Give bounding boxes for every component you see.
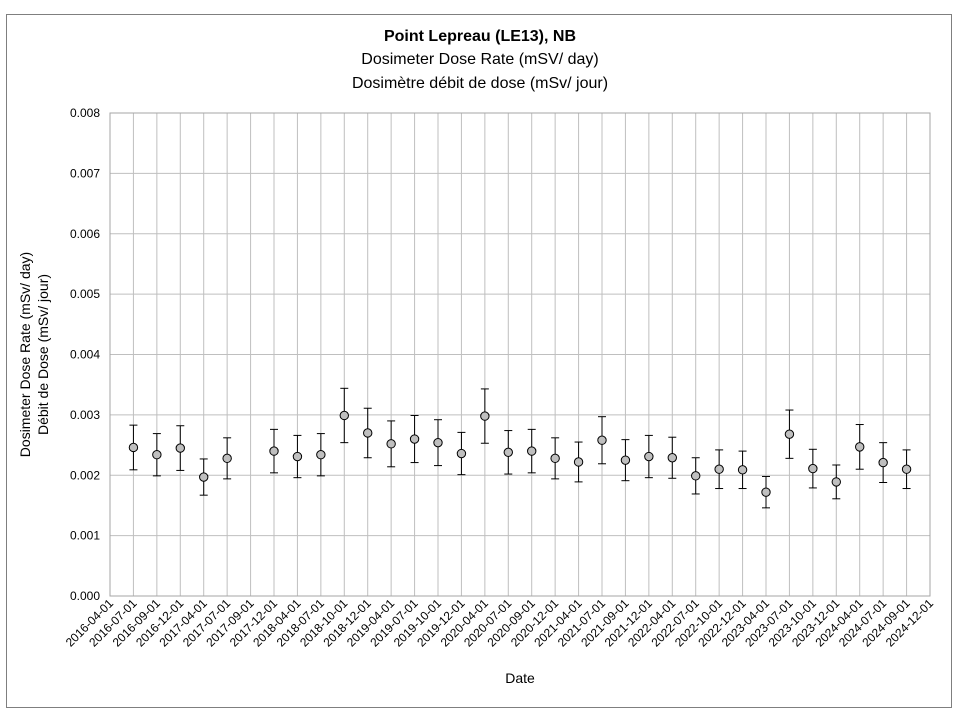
data-point (409, 414, 420, 464)
y-tick-label: 0.000 (70, 589, 100, 603)
y-axis-title-en: Dosimeter Dose Rate (mSv/ day) (17, 252, 33, 457)
data-marker (433, 437, 443, 448)
data-marker (269, 446, 279, 456)
data-point (714, 449, 724, 490)
data-point (152, 433, 162, 477)
data-marker (292, 451, 303, 462)
data-marker (855, 442, 865, 452)
data-point (597, 416, 607, 465)
data-marker (128, 442, 139, 453)
y-tick-label: 0.008 (70, 106, 100, 120)
data-marker (222, 453, 232, 464)
data-marker (527, 446, 537, 456)
y-tick-label: 0.006 (70, 227, 100, 241)
data-point (901, 449, 912, 490)
y-axis-ticks: 0.000 0.001 0.002 0.003 0.004 0.005 0.006 0.007… (70, 106, 100, 603)
data-marker (667, 453, 677, 463)
data-point (550, 437, 560, 480)
y-tick-label: 0.002 (70, 468, 100, 482)
y-tick-label: 0.007 (70, 166, 100, 180)
data-marker (644, 451, 654, 462)
data-point (737, 450, 748, 490)
data-point (503, 430, 513, 475)
chart-subtitle-fr: Dosimètre débit de dose (mSv/ jour) (351, 75, 609, 92)
y-axis-title-fr: Débit de Dose (mSv/ jour) (35, 274, 51, 435)
data-marker (456, 448, 467, 459)
data-marker (503, 447, 513, 458)
data-marker (878, 457, 888, 468)
data-point (456, 431, 467, 476)
y-tick-label: 0.003 (70, 408, 100, 422)
data-point (644, 434, 654, 479)
data-marker (737, 465, 748, 475)
data-marker (784, 429, 795, 439)
data-marker (175, 443, 185, 453)
data-marker (363, 428, 373, 438)
data-point (386, 420, 396, 468)
data-point (175, 425, 185, 471)
data-point (292, 434, 303, 479)
data-point (433, 419, 443, 467)
data-point (339, 387, 349, 444)
data-points (128, 387, 912, 509)
data-point (691, 457, 701, 495)
data-point (480, 388, 490, 444)
data-point (128, 424, 139, 471)
chart-title: Point Lepreau (LE13), NB (383, 28, 577, 45)
data-point (269, 428, 279, 474)
data-point (784, 409, 795, 459)
data-marker (620, 455, 631, 465)
data-marker (714, 464, 724, 474)
data-point (855, 424, 865, 470)
data-marker (761, 487, 771, 497)
data-point (222, 437, 232, 480)
data-marker (199, 472, 209, 482)
data-point (527, 428, 537, 474)
data-point (761, 475, 771, 509)
data-point (878, 442, 888, 483)
x-axis-ticks: 2016-04-012016-07-012016-09-012016-12-01… (63, 596, 937, 650)
data-marker (316, 450, 326, 460)
data-marker (550, 453, 560, 464)
chart-subtitle-en: Dosimeter Dose Rate (mSV/ day) (361, 51, 599, 68)
data-point (831, 464, 841, 500)
data-marker (386, 439, 396, 449)
data-marker (152, 450, 162, 460)
data-marker (573, 457, 584, 467)
data-point (667, 436, 677, 479)
data-point (316, 433, 326, 477)
grid-lines (109, 112, 931, 597)
data-marker (480, 411, 490, 421)
data-marker (808, 463, 818, 474)
data-marker (339, 410, 349, 421)
data-marker (831, 477, 841, 487)
data-marker (597, 435, 607, 445)
data-point (620, 439, 631, 482)
y-tick-label: 0.005 (70, 287, 100, 301)
x-axis-title: Date (505, 670, 535, 686)
data-point (808, 448, 818, 489)
y-tick-label: 0.004 (70, 348, 100, 362)
data-marker (901, 464, 912, 474)
data-point (573, 441, 584, 483)
data-point (199, 458, 209, 496)
data-marker (409, 434, 420, 444)
plot-area-border (109, 112, 931, 597)
y-tick-label: 0.001 (70, 529, 100, 543)
data-marker (691, 471, 701, 481)
chart-frame (6, 14, 952, 708)
data-point (363, 407, 373, 459)
